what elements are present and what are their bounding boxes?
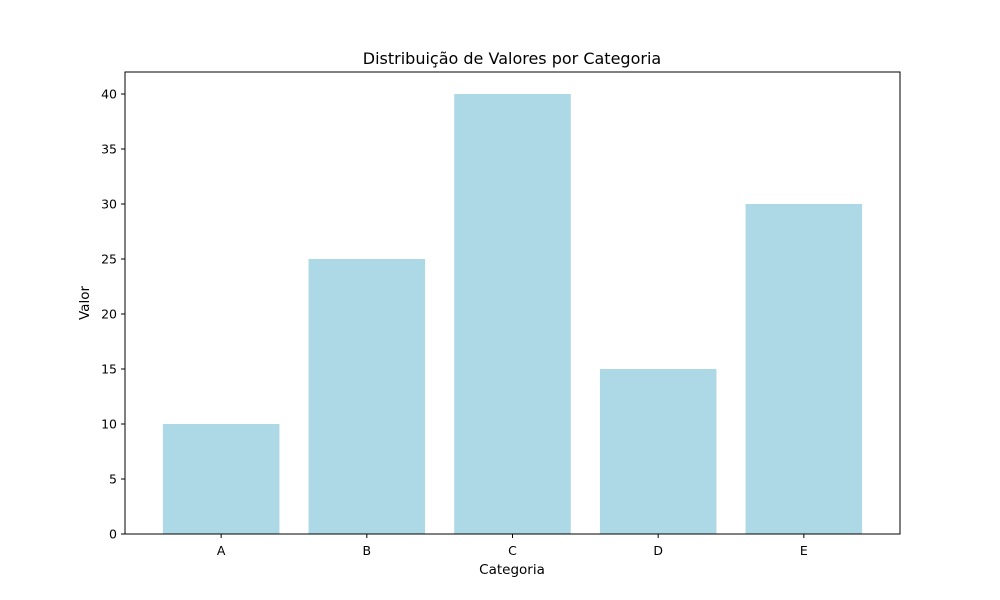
bar-d (599, 369, 717, 534)
y-tick-label: 15 (101, 362, 117, 377)
y-axis: 0 5 10 15 20 25 30 35 40 (101, 87, 125, 542)
x-tick-label: A (217, 543, 226, 558)
y-tick-label: 5 (109, 472, 117, 487)
bar-e (745, 204, 863, 534)
bar-c (454, 94, 571, 534)
y-tick-label: 0 (109, 527, 117, 542)
plot-area-frame (124, 71, 901, 535)
x-tick-label: D (653, 543, 663, 558)
chart-title: Distribuição de Valores por Categoria (363, 49, 661, 68)
y-tick-label: 20 (101, 307, 117, 322)
bar-a (162, 424, 280, 534)
x-tick-label: B (363, 543, 372, 558)
y-tick-label: 30 (101, 197, 117, 212)
y-tick-label: 40 (101, 87, 117, 102)
x-tick-label: C (508, 543, 517, 558)
x-axis: A B C D E (217, 534, 808, 558)
bars-group (162, 94, 863, 534)
x-tick-label: E (800, 543, 808, 558)
x-axis-label: Categoria (479, 562, 545, 578)
y-tick-label: 10 (101, 417, 117, 432)
y-tick-label: 35 (101, 142, 117, 157)
y-tick-label: 25 (101, 252, 117, 267)
bar-b (308, 259, 426, 534)
y-axis-label: Valor (77, 286, 93, 320)
